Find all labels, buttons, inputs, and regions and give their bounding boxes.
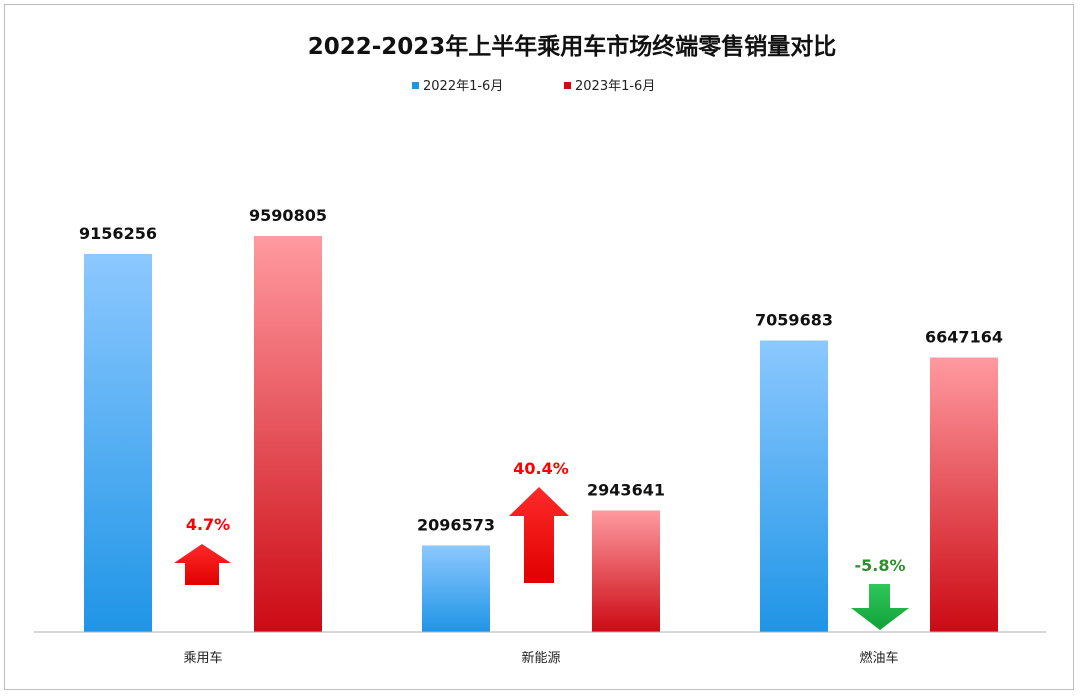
value-label-passenger-2023: 9590805 [249,206,327,225]
bar-fuel-2023 [930,357,998,632]
change-label-fuel: -5.8% [854,556,905,575]
value-label-fuel-2023: 6647164 [925,328,1003,347]
bar-fuel-2022 [760,340,828,632]
category-label-nev: 新能源 [521,650,560,666]
legend-label-2022: 2022年1-6月 [423,79,503,94]
bar-nev-2023 [592,510,660,632]
labels-group: 9156256 9590805 乘用车 4.7% 2096573 2943641 新能源 40… [79,206,1003,666]
legend: 2022年1-6月 2023年1-6月 [412,79,655,94]
bars-group [84,236,998,633]
change-label-passenger: 4.7% [186,515,230,534]
legend-swatch-2022 [412,82,419,89]
category-label-passenger: 乘用车 [183,650,222,666]
legend-swatch-2023 [564,82,571,89]
bar-passenger-2022 [84,253,152,633]
value-label-fuel-2022: 7059683 [755,311,833,330]
up-arrow-icon-passenger [174,544,231,585]
value-label-passenger-2022: 9156256 [79,224,157,243]
legend-label-2023: 2023年1-6月 [575,79,655,94]
bar-passenger-2023 [254,236,322,632]
chart-title: 2022-2023年上半年乘用车市场终端零售销量对比 [308,33,837,60]
change-label-nev: 40.4% [513,459,569,478]
value-label-nev-2023: 2943641 [587,480,665,499]
down-arrow-icon-fuel [851,584,909,630]
value-label-nev-2022: 2096573 [417,515,495,534]
change-arrows-group [174,487,909,630]
bar-nev-2022 [422,545,490,632]
category-label-fuel: 燃油车 [859,650,898,666]
up-arrow-icon-nev [509,487,569,583]
